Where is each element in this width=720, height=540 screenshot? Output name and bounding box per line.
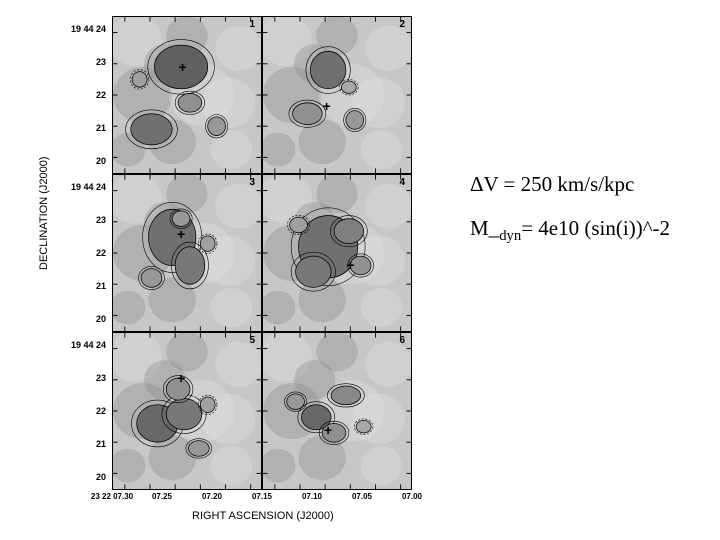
ytick: 19 44 24 [71,340,106,350]
panel-number: 1 [249,19,255,30]
panel-6: 6+ [262,332,412,490]
panel-number: 3 [249,177,255,188]
ytick: 21 [96,281,106,291]
y-ticks: 19 44 24 23 22 21 20 19 44 24 23 22 21 20 19 44 24… [62,16,110,490]
panel-number: 6 [399,335,405,346]
panel-number: 4 [399,177,405,188]
ytick: 22 [96,406,106,416]
panel-1: 1+ [112,16,262,174]
mdyn-prefix: M_ [470,216,499,240]
cross-marker: + [323,99,331,113]
channel-map-figure: DECLINATION (J2000) 19 44 242322212019 4… [52,10,442,520]
cross-marker: + [177,371,185,385]
panel-number: 2 [399,19,405,30]
panel-5: 5+ [112,332,262,490]
xtick: 07.15 [252,492,272,501]
mdyn-caption: M_dyn= 4e10 (sin(i))^-2 [470,216,670,245]
cross-marker: + [324,423,332,437]
panel-4: 4+ [262,174,412,332]
panel-grid: 1+2+3+4+5+6+ [112,16,412,490]
mdyn-sub: dyn [499,228,521,244]
cross-marker: + [177,227,185,241]
ytick: 22 [96,248,106,258]
ytick: 19 44 24 [71,182,106,192]
ytick: 21 [96,123,106,133]
cross-marker: + [178,60,186,74]
x-axis-label: RIGHT ASCENSION (J2000) [192,510,334,522]
panel-3: 3+ [112,174,262,332]
xtick: 07.20 [202,492,222,501]
ytick: 20 [96,314,106,324]
xtick: 07.25 [152,492,172,501]
mdyn-rest: = 4e10 (sin(i))^-2 [521,216,670,240]
xtick: 07.05 [352,492,372,501]
xtick: 07.10 [302,492,322,501]
ytick: 23 [96,57,106,67]
panel-number: 5 [249,335,255,346]
ytick: 21 [96,439,106,449]
ytick: 19 44 24 [71,24,106,34]
x-ticks: 23 22 07.3007.2507.2007.1507.1007.0507.0… [112,492,412,508]
ytick: 23 [96,373,106,383]
ytick: 20 [96,472,106,482]
ytick: 20 [96,156,106,166]
ytick: 22 [96,90,106,100]
panel-2: 2+ [262,16,412,174]
xtick: 07.00 [402,492,422,501]
cross-marker: + [346,258,354,272]
ytick: 23 [96,215,106,225]
delta-v-caption: ΔV = 250 km/s/kpc [470,172,634,197]
y-axis-label: DECLINATION (J2000) [38,157,50,271]
xtick: 23 22 07.30 [91,492,133,501]
